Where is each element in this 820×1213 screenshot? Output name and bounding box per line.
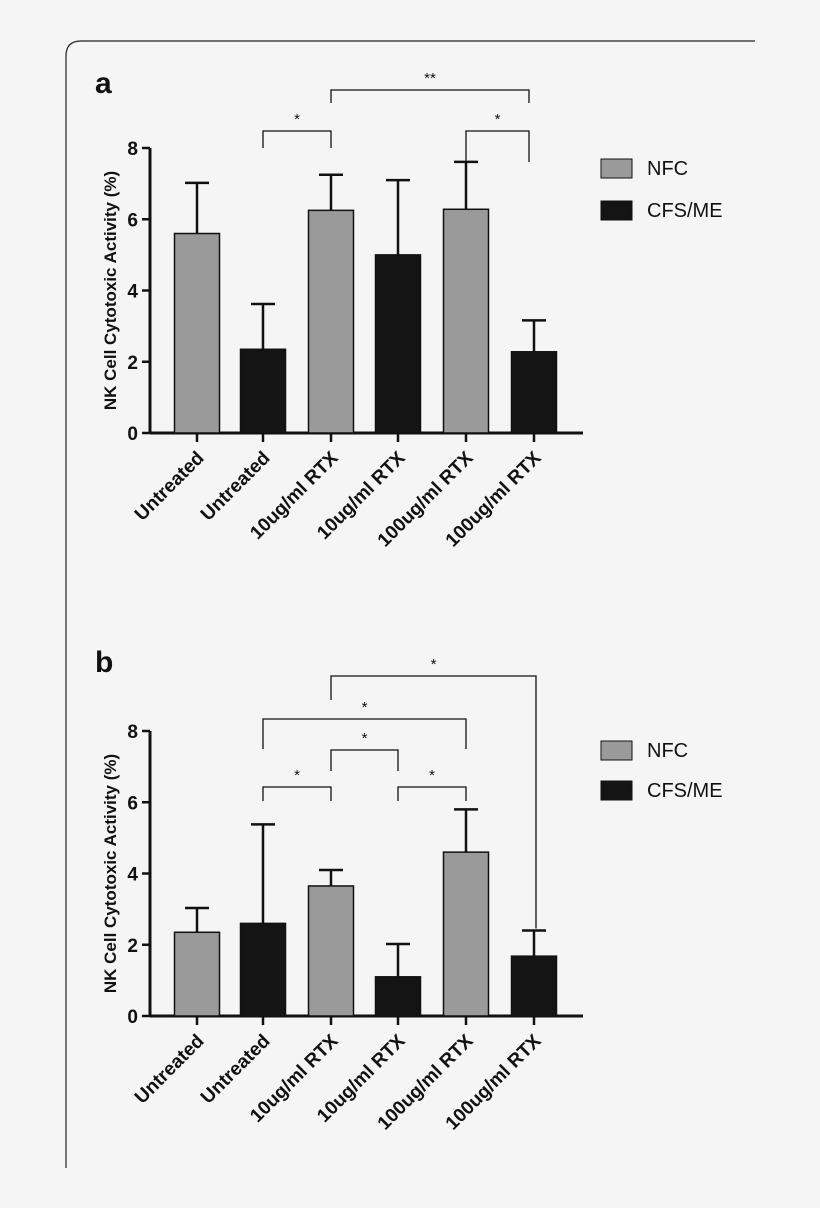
panel-label: a	[95, 67, 112, 100]
significance-label: *	[362, 699, 368, 716]
y-tick-label: 2	[127, 936, 138, 957]
y-tick-label: 8	[127, 139, 138, 160]
significance-bracket	[330, 749, 399, 771]
x-tick-label: Untreated	[131, 1031, 209, 1109]
y-tick-label: 4	[127, 865, 138, 886]
y-axis-label: NK Cell Cytotoxic Activity (%)	[101, 754, 120, 993]
y-tick-label: 6	[127, 793, 138, 814]
y-tick-label: 8	[127, 722, 138, 743]
legend-label: NFC	[647, 158, 688, 180]
y-tick-label: 0	[127, 1007, 138, 1028]
significance-label: *	[362, 730, 368, 747]
bar-cfs-me	[239, 348, 287, 434]
bar-nfc	[307, 885, 355, 1017]
bar-cfs-me	[510, 955, 558, 1017]
y-tick-label: 6	[127, 210, 138, 231]
panel-label: b	[95, 646, 113, 679]
y-tick-label: 4	[127, 282, 138, 303]
significance-bracket	[330, 89, 530, 103]
bar-nfc	[442, 208, 490, 434]
x-tick-label: Untreated	[131, 448, 209, 526]
significance-bracket	[397, 786, 467, 801]
panel-b: b NK Cell Cytotoxic Activity (%) 0 2 4 6 8 Untr…	[95, 646, 723, 1134]
bar-cfs-me	[510, 351, 558, 434]
significance-bracket	[330, 675, 537, 929]
significance-label: *	[294, 111, 300, 128]
legend-label: CFS/ME	[647, 780, 723, 802]
significance-bracket	[262, 718, 467, 749]
legend-swatch	[600, 200, 633, 221]
bar-nfc	[442, 851, 490, 1017]
significance-label: *	[431, 656, 437, 673]
bar-cfs-me	[374, 254, 422, 434]
frame-border	[65, 40, 755, 1168]
legend-swatch	[600, 780, 633, 801]
bar-nfc	[307, 209, 355, 434]
significance-label: *	[294, 767, 300, 784]
bar-cfs-me	[239, 922, 287, 1017]
significance-bracket	[262, 130, 332, 148]
significance-bracket	[465, 130, 530, 162]
bar-nfc	[173, 232, 221, 434]
legend-swatch	[600, 158, 633, 179]
significance-bracket	[262, 786, 332, 801]
significance-label: *	[429, 767, 435, 784]
y-tick-label: 0	[127, 424, 138, 445]
bar-nfc	[173, 931, 221, 1017]
bar-cfs-me	[374, 976, 422, 1017]
y-axis-label: NK Cell Cytotoxic Activity (%)	[101, 171, 120, 410]
significance-label: *	[495, 111, 501, 128]
y-tick-label: 2	[127, 353, 138, 374]
panel-a: a NK Cell Cytotoxic Activity (%) 0 2 4 6 8 Untr…	[95, 67, 723, 551]
legend-swatch	[600, 740, 633, 761]
significance-label: **	[424, 70, 436, 87]
legend-label: CFS/ME	[647, 200, 723, 222]
legend-label: NFC	[647, 740, 688, 762]
